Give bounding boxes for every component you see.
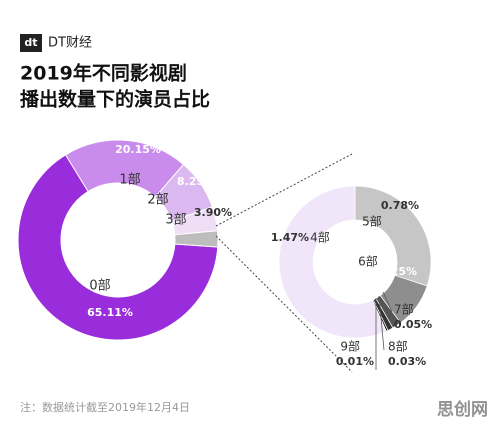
value-label: 1.47% — [271, 231, 309, 244]
value-label: 0.05% — [394, 318, 432, 331]
slice — [354, 185, 432, 287]
slice — [17, 154, 219, 341]
slice-name: 3部 — [165, 213, 186, 228]
logo-mark: dt — [24, 36, 37, 49]
value-label: 0.78% — [381, 199, 419, 212]
logo: DT财经 — [48, 36, 92, 51]
slice-name: 8部 — [388, 339, 408, 354]
slice-name: 5部 — [362, 214, 382, 229]
value-label: 8.25% — [177, 175, 215, 188]
slice-name: 2部 — [147, 193, 168, 208]
value-label: 65.11% — [87, 306, 133, 319]
other-slice — [174, 230, 219, 248]
slice-name: 6部 — [358, 254, 378, 269]
chart-title: 2019年不同影视剧 — [20, 62, 187, 85]
slice — [278, 185, 387, 339]
slice-name: 9部 — [340, 339, 360, 354]
connector — [215, 235, 353, 373]
value-label: 0.01% — [336, 355, 374, 368]
value-label: 20.15% — [115, 143, 161, 156]
logo-box — [20, 34, 42, 52]
chart-title: 播出数量下的演员占比 — [20, 88, 210, 111]
value-label: 0.25% — [379, 265, 417, 278]
slice-name: 4部 — [310, 230, 330, 245]
leader-line — [378, 295, 385, 351]
value-label: 3.90% — [194, 206, 232, 219]
slice-name: 0部 — [89, 279, 110, 294]
watermark: 思创网 — [437, 399, 488, 420]
connector — [215, 153, 353, 227]
slice-name: 7部 — [394, 302, 414, 317]
note: 注：数据统计截至2019年12月4日 — [20, 400, 190, 414]
leader-line — [382, 291, 393, 313]
value-label: 0.03% — [388, 355, 426, 368]
slice-name: 1部 — [119, 173, 140, 188]
